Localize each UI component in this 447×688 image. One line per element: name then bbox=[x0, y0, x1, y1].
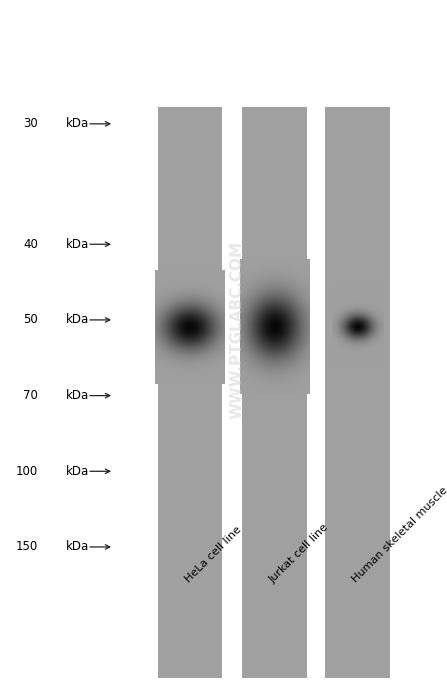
Text: 30: 30 bbox=[23, 118, 38, 130]
Text: Human skeletal muscle: Human skeletal muscle bbox=[350, 486, 447, 585]
Text: 150: 150 bbox=[16, 541, 38, 553]
Text: 50: 50 bbox=[23, 314, 38, 326]
Bar bbox=[325, 107, 390, 678]
Text: kDa: kDa bbox=[66, 465, 89, 477]
Bar bbox=[157, 107, 223, 678]
Text: 40: 40 bbox=[23, 238, 38, 250]
Text: WWW.PTGLABC.COM: WWW.PTGLABC.COM bbox=[229, 241, 245, 419]
Text: HeLa cell line: HeLa cell line bbox=[183, 525, 243, 585]
Text: kDa: kDa bbox=[66, 389, 89, 402]
Text: kDa: kDa bbox=[66, 238, 89, 250]
Text: kDa: kDa bbox=[66, 314, 89, 326]
Text: kDa: kDa bbox=[66, 118, 89, 130]
Bar bbox=[242, 107, 308, 678]
Text: 70: 70 bbox=[23, 389, 38, 402]
Text: Jurkat cell line: Jurkat cell line bbox=[268, 522, 331, 585]
Text: 100: 100 bbox=[16, 465, 38, 477]
Text: kDa: kDa bbox=[66, 541, 89, 553]
